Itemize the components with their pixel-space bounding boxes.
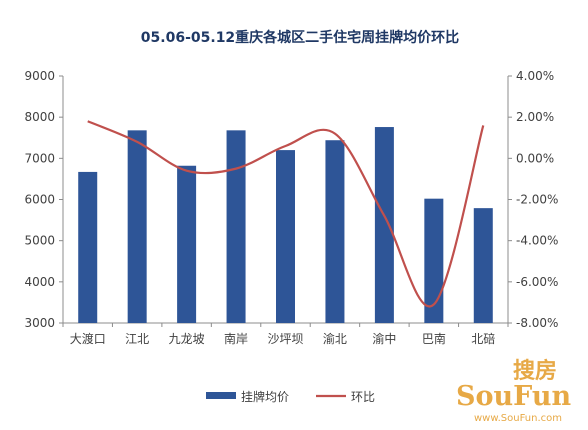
right-tick-label: 2.00% bbox=[516, 110, 554, 124]
bar bbox=[424, 198, 444, 323]
category-label: 渝北 bbox=[323, 331, 347, 346]
series-line-huanbi bbox=[87, 120, 485, 308]
bar bbox=[226, 130, 246, 323]
bar bbox=[374, 127, 394, 324]
category-label: 沙坪坝 bbox=[267, 332, 303, 346]
left-tick-label: 6000 bbox=[24, 193, 55, 207]
right-tick-label: 0.00% bbox=[516, 151, 554, 165]
left-tick-label: 5000 bbox=[24, 234, 55, 248]
plot-area: 3000 4000 5000 6000 7000 8000 9000 -8.00% -6.00%… bbox=[24, 69, 558, 346]
right-tick-label: -2.00% bbox=[516, 193, 558, 207]
category-label: 渝中 bbox=[372, 331, 396, 346]
bar bbox=[78, 171, 98, 323]
left-tick-label: 7000 bbox=[24, 151, 55, 165]
right-tick-label: -4.00% bbox=[516, 234, 558, 248]
bar bbox=[127, 130, 147, 323]
left-tick-label: 3000 bbox=[24, 316, 55, 330]
category-label: 江北 bbox=[125, 332, 149, 346]
right-tick-label: -8.00% bbox=[516, 316, 558, 330]
watermark-url: www.SouFun.com bbox=[474, 413, 562, 424]
category-label: 南岸 bbox=[224, 331, 248, 346]
left-tick-label: 9000 bbox=[24, 69, 55, 83]
legend: 挂牌均价 环比 bbox=[206, 390, 375, 404]
legend-swatch-bar bbox=[206, 392, 236, 399]
category-label: 九龙坡 bbox=[169, 332, 205, 346]
bar bbox=[473, 208, 493, 323]
left-tick-label: 8000 bbox=[24, 110, 55, 124]
bar bbox=[325, 140, 345, 323]
right-tick-label: 4.00% bbox=[516, 69, 554, 83]
right-tick-label: -6.00% bbox=[516, 275, 558, 289]
bar bbox=[276, 150, 295, 323]
watermark-logo: SouFun bbox=[456, 381, 571, 412]
category-label: 北碚 bbox=[471, 331, 495, 346]
left-tick-label: 4000 bbox=[24, 275, 55, 289]
chart-title: 05.06-05.12重庆各城区二手住宅周挂牌均价环比 bbox=[141, 29, 459, 46]
category-label: 大渡口 bbox=[70, 331, 106, 346]
bar bbox=[177, 165, 197, 323]
watermark-cn: 搜房 bbox=[513, 358, 557, 384]
category-label: 巴南 bbox=[422, 331, 446, 346]
legend-label: 环比 bbox=[351, 390, 375, 404]
legend-label: 挂牌均价 bbox=[241, 390, 289, 404]
